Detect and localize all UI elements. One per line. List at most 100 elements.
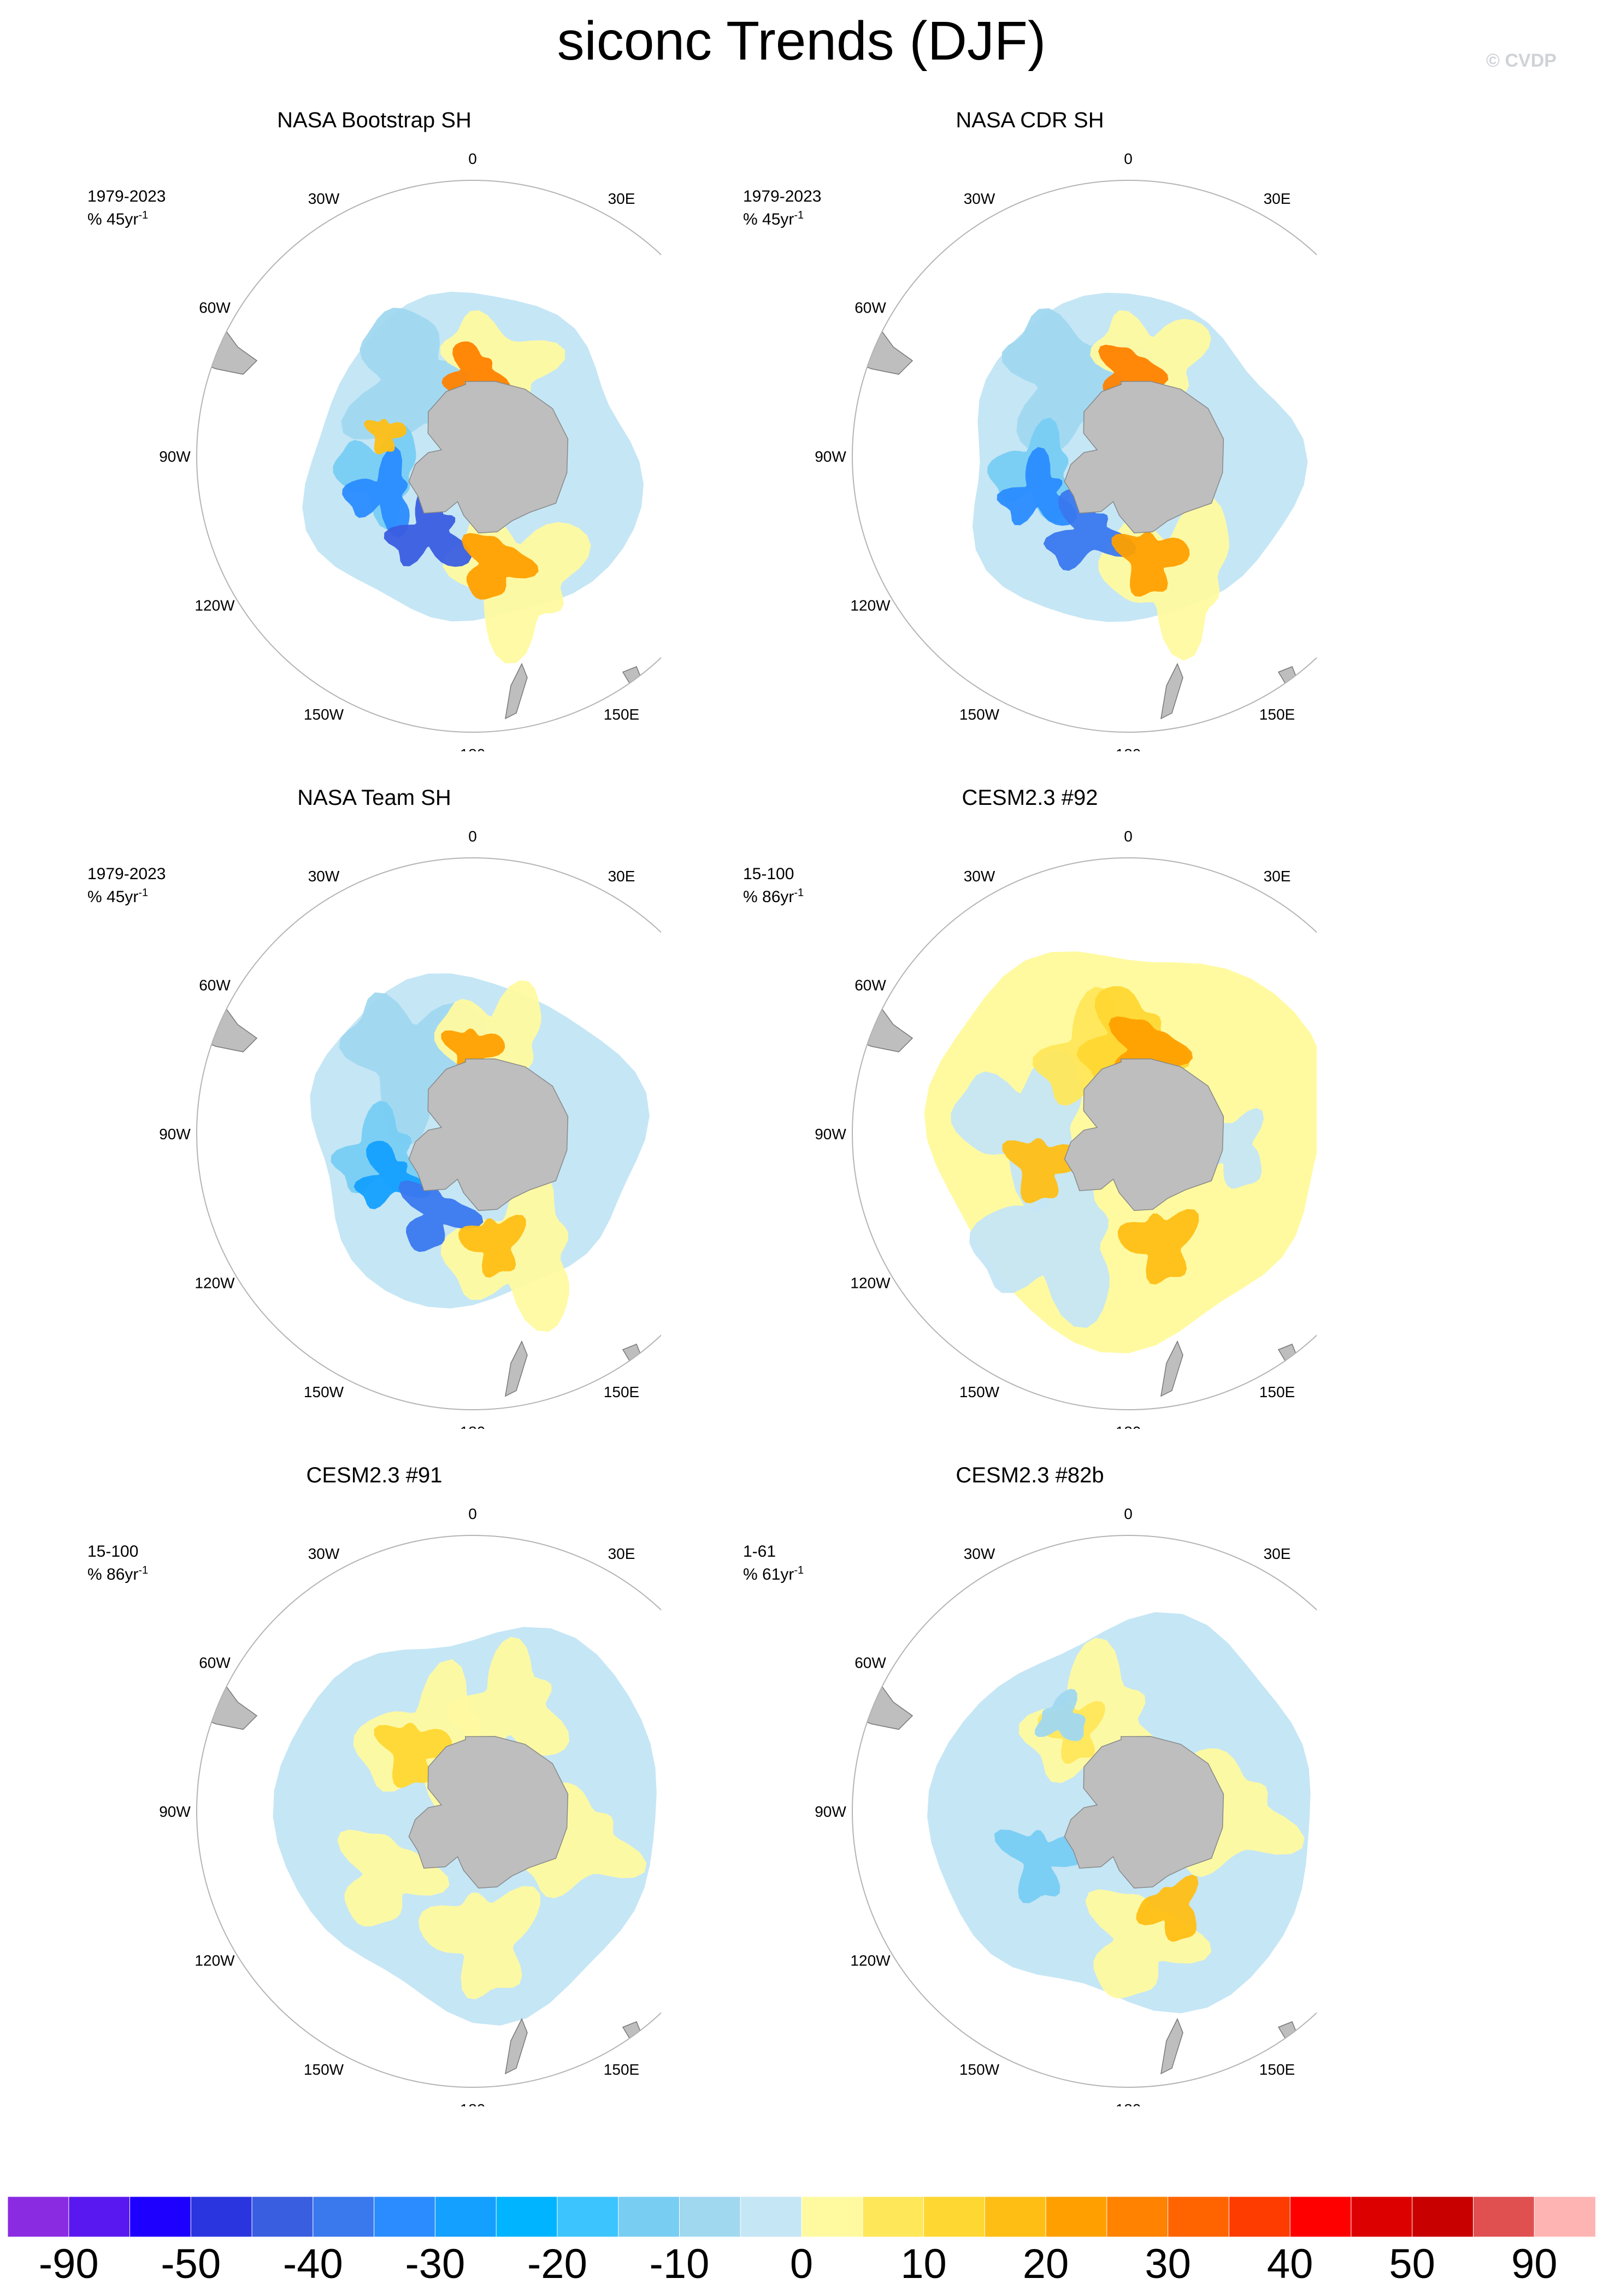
trend-region: [398, 1180, 484, 1252]
colorbar-label: 50: [1389, 2241, 1435, 2287]
colorbar-segment: [1168, 2197, 1230, 2237]
longitude-label: 180: [1116, 2101, 1141, 2106]
trend-region: [1189, 1108, 1264, 1189]
colorbar-label: 90: [1511, 2241, 1558, 2287]
longitude-label: 120W: [195, 1952, 235, 1969]
colorbar-segment: [984, 2197, 1047, 2237]
figure-title: siconc Trends (DJF): [557, 10, 1046, 72]
panel-period: 1979-2023: [87, 187, 166, 205]
colorbar-label: 10: [900, 2241, 947, 2287]
longitude-label: 120W: [850, 1275, 891, 1292]
colorbar: [8, 2197, 1595, 2237]
polar-map: 030E60E90E120E150E180150W120W90W60W30W: [159, 1505, 661, 2106]
longitude-label: 120W: [850, 1952, 891, 1969]
colorbar-segment: [679, 2197, 741, 2237]
longitude-label: 150W: [959, 2061, 1000, 2078]
longitude-label: 30W: [308, 868, 340, 885]
polar-map: 030E60E90E120E150E180150W120W90W60W30W: [815, 828, 1317, 1429]
longitude-label: 60W: [199, 1655, 231, 1671]
colorbar-segment: [190, 2197, 253, 2237]
trend-region: [1001, 308, 1154, 455]
longitude-label: 180: [460, 2101, 486, 2106]
trend-region: [384, 481, 472, 567]
colorbar-segment: [496, 2197, 558, 2237]
longitude-label: 120W: [850, 597, 891, 614]
map-boundary: [852, 857, 1317, 1410]
panel-period: 1979-2023: [743, 187, 822, 205]
panel-units: % 45yr-1: [87, 887, 149, 906]
map-boundary: [852, 1535, 1317, 2088]
colorbar-segment: [740, 2197, 802, 2237]
antarctica-landmass: [408, 1736, 569, 1889]
new-zealand-landmass: [1160, 663, 1183, 720]
longitude-label: 180: [460, 746, 486, 751]
colorbar-segment: [68, 2197, 131, 2237]
longitude-label: 60W: [854, 977, 886, 994]
colorbar-label: 0: [789, 2241, 814, 2287]
trend-region: [1136, 1874, 1199, 1942]
longitude-label: 150W: [304, 706, 344, 723]
trend-region: [448, 1636, 570, 1756]
trend-region: [458, 1215, 526, 1278]
colorbar-label: -20: [527, 2241, 587, 2287]
trend-region: [461, 533, 539, 600]
longitude-label: 0: [1124, 1505, 1133, 1522]
colorbar-label: -50: [161, 2241, 221, 2287]
colorbar-segment: [8, 2197, 69, 2237]
panel-period: 15-100: [87, 1543, 139, 1561]
polar-map: 030E60E90E120E150E180150W120W90W60W30W: [815, 1505, 1317, 2106]
panel-units: % 61yr-1: [743, 1564, 804, 1583]
longitude-label: 150E: [1259, 706, 1295, 723]
antarctica-landmass: [1064, 1736, 1224, 1889]
colorbar-segment: [1534, 2197, 1595, 2237]
panel-period: 1-61: [743, 1543, 776, 1561]
map-panel: NASA Bootstrap SH 1979-2023 % 45yr-1 0 30E 60…: [87, 107, 743, 751]
longitude-label: 0: [1124, 150, 1133, 167]
trend-region: [374, 1722, 452, 1788]
panel-title: CESM2.3 #92: [962, 786, 1098, 810]
polar-map: 030E60E90E120E150E180150W120W90W60W30W: [159, 828, 661, 1429]
longitude-label: 30E: [608, 1545, 635, 1562]
longitude-label: 30W: [964, 190, 995, 207]
longitude-label: 90W: [815, 1126, 846, 1143]
map-boundary: [196, 180, 661, 733]
new-zealand-landmass: [1160, 1340, 1183, 1397]
longitude-label: 180: [1116, 746, 1141, 751]
longitude-label: 90W: [159, 1803, 191, 1820]
panel-units: % 86yr-1: [743, 887, 804, 906]
longitude-label: 30E: [608, 190, 635, 207]
longitude-label: 150E: [1259, 2061, 1295, 2078]
trend-region: [1002, 1138, 1081, 1203]
colorbar-segment: [434, 2197, 497, 2237]
colorbar-segment: [251, 2197, 314, 2237]
trend-region: [337, 1829, 450, 1927]
longitude-label: 60W: [199, 977, 231, 994]
longitude-label: 120W: [195, 597, 235, 614]
new-zealand-landmass: [1160, 2018, 1183, 2075]
longitude-label: 60W: [199, 299, 231, 316]
colorbar-segment: [1289, 2197, 1352, 2237]
colorbar-segment: [1351, 2197, 1413, 2237]
longitude-label: 30E: [1264, 1545, 1291, 1562]
longitude-label: 30E: [608, 868, 635, 885]
longitude-label: 150W: [959, 1384, 1000, 1400]
trend-region: [1043, 488, 1136, 571]
trend-region: [994, 1829, 1088, 1904]
trend-region: [419, 1886, 541, 2000]
colorbar-segment: [1473, 2197, 1535, 2237]
colorbar-segment: [862, 2197, 924, 2237]
trend-region: [1111, 531, 1190, 597]
trend-region: [1085, 1889, 1212, 1999]
colorbar-segment: [1106, 2197, 1169, 2237]
colorbar-segment: [129, 2197, 192, 2237]
panel-title: NASA CDR SH: [956, 108, 1104, 132]
longitude-label: 150W: [304, 1384, 344, 1400]
colorbar-segment: [557, 2197, 619, 2237]
colorbar-segment: [1228, 2197, 1291, 2237]
longitude-label: 30W: [308, 1545, 340, 1562]
longitude-label: 150E: [1259, 1384, 1295, 1400]
